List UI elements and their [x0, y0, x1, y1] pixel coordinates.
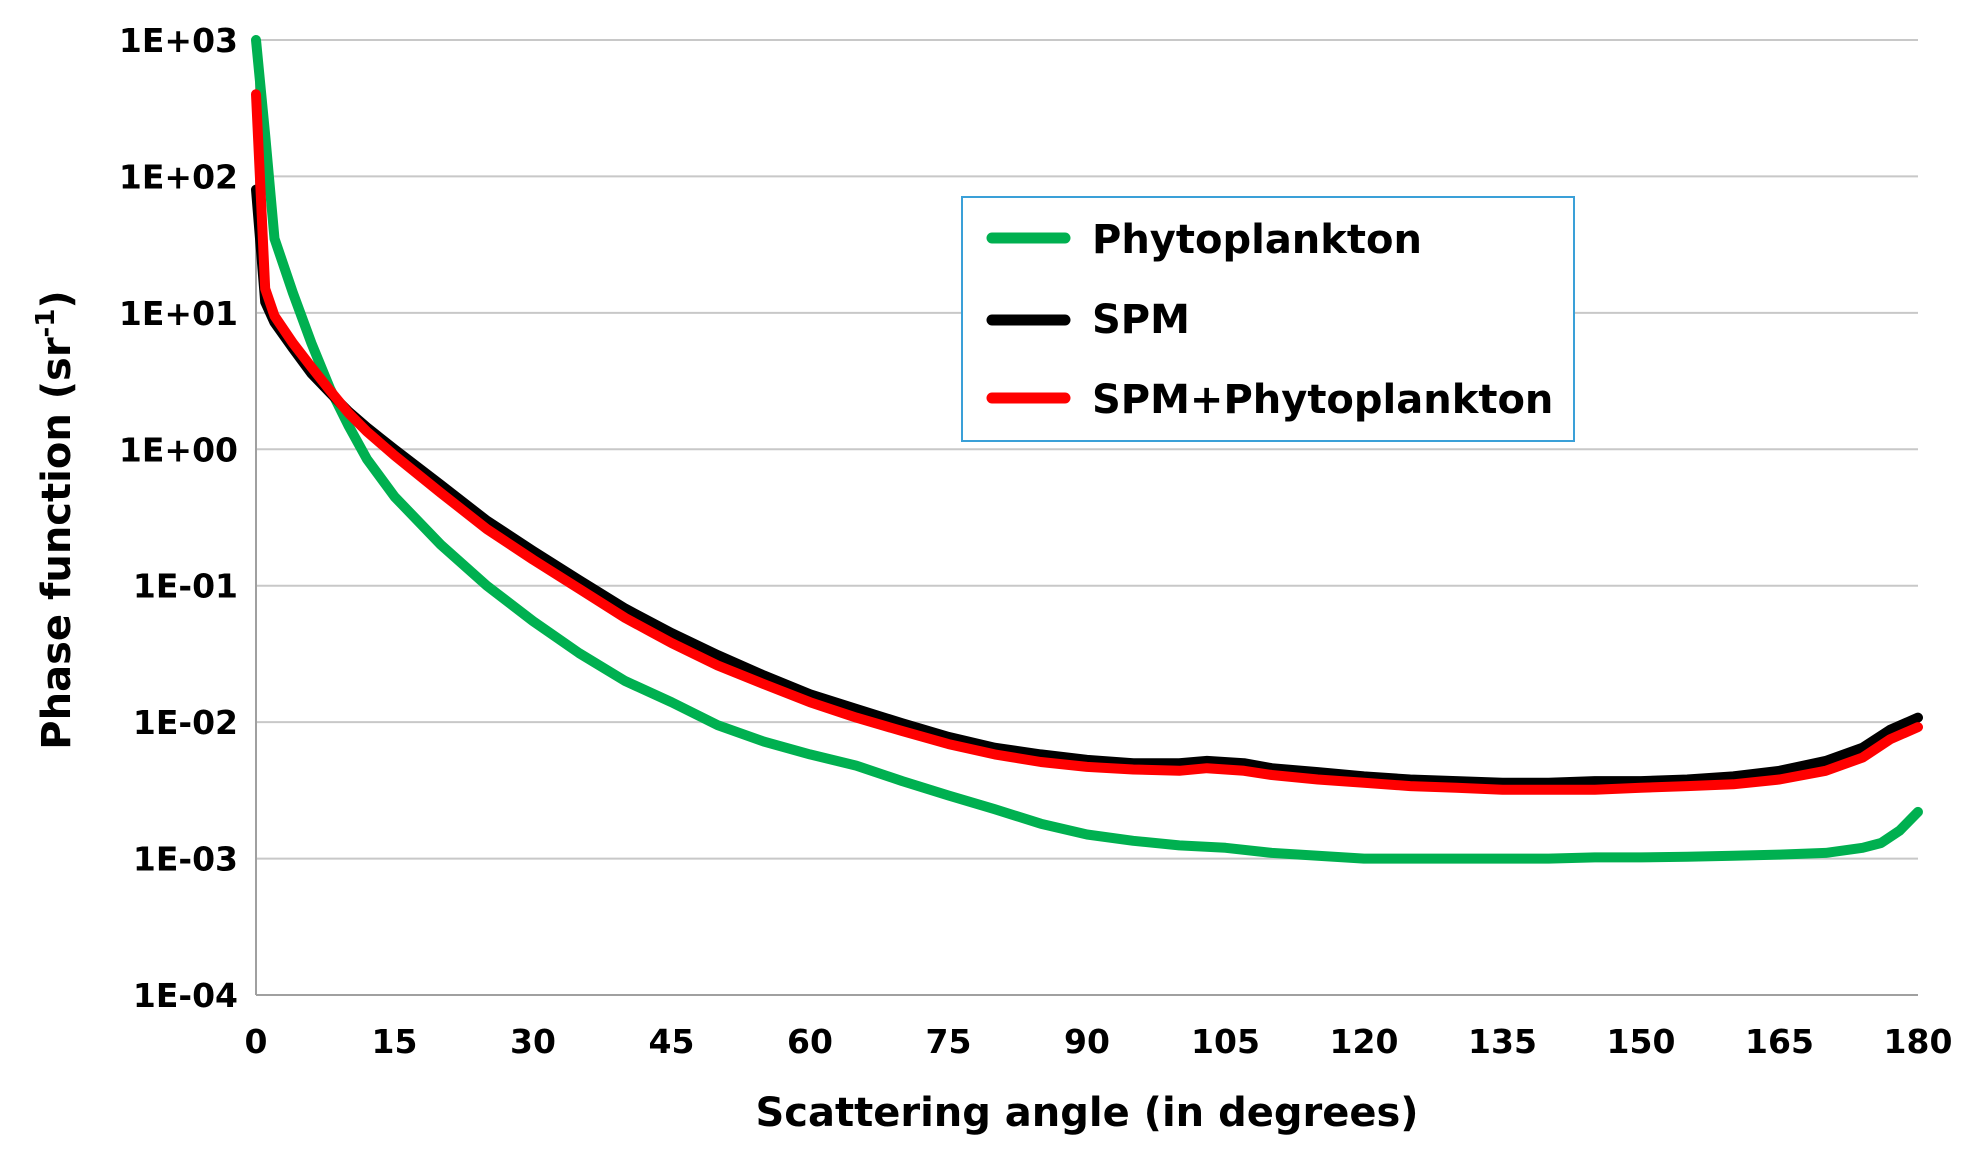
grid — [256, 39, 1918, 860]
x-tick-label: 90 — [1064, 1022, 1110, 1061]
x-tick-label: 180 — [1884, 1022, 1953, 1061]
x-tick-label: 135 — [1468, 1022, 1537, 1061]
y-tick-label: 1E-04 — [133, 976, 238, 1015]
legend-item-spm: SPM — [986, 297, 1190, 343]
y-tick-labels: 1E-04 1E-03 1E-02 1E-01 1E+00 1E+01 1E+02 1E+03 — [119, 21, 238, 1015]
y-tick-label: 1E+02 — [119, 157, 238, 196]
y-tick-label: 1E-03 — [133, 840, 238, 879]
y-tick-label: 1E-01 — [133, 567, 238, 606]
x-tick-label: 15 — [372, 1022, 418, 1061]
y-axis-title-superscript: -1 — [31, 309, 61, 338]
series-lines — [251, 35, 1923, 864]
x-tick-label: 75 — [926, 1022, 972, 1061]
y-axis-title: Phase function (sr-1) — [31, 290, 80, 749]
legend-label-phytoplankton: Phytoplankton — [1092, 217, 1422, 263]
x-tick-label: 105 — [1191, 1022, 1260, 1061]
series-line-spm-phytoplankton — [251, 89, 1923, 795]
legend: Phytoplankton SPM SPM+Phytoplankton — [961, 196, 1575, 442]
x-tick-label: 0 — [245, 1022, 268, 1061]
x-tick-labels: 0 15 30 45 60 75 90 105 120 135 150 165 180 — [245, 1022, 1953, 1061]
x-axis-title: Scattering angle (in degrees) — [755, 1090, 1418, 1136]
x-tick-label: 60 — [787, 1022, 833, 1061]
y-tick-label: 1E+01 — [119, 294, 238, 333]
legend-item-spm-phytoplankton: SPM+Phytoplankton — [986, 377, 1553, 423]
legend-label-spm: SPM — [1092, 297, 1190, 343]
y-axis-title-close: ) — [34, 290, 80, 308]
legend-item-phytoplankton: Phytoplankton — [986, 217, 1422, 263]
y-tick-label: 1E+00 — [119, 430, 238, 469]
series-line-phytoplankton — [251, 35, 1923, 864]
y-tick-label: 1E-02 — [133, 703, 238, 742]
y-axis-title-main: Phase function (sr — [34, 337, 80, 750]
x-tick-label: 120 — [1330, 1022, 1399, 1061]
x-tick-label: 165 — [1745, 1022, 1814, 1061]
x-tick-label: 45 — [649, 1022, 695, 1061]
y-tick-label: 1E+03 — [119, 21, 238, 60]
x-tick-label: 150 — [1607, 1022, 1676, 1061]
legend-label-spm-phytoplankton: SPM+Phytoplankton — [1092, 377, 1553, 423]
x-tick-label: 30 — [510, 1022, 556, 1061]
